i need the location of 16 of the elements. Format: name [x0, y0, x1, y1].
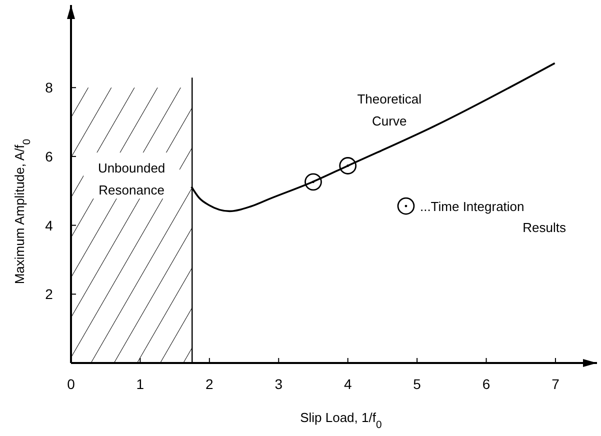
x-tick-label: 0 [67, 376, 76, 392]
y-tick-label: 2 [45, 286, 54, 302]
y-tick-label: 8 [45, 80, 54, 96]
x-tick-label: 3 [274, 376, 283, 392]
x-axis-title: Slip Load, 1/f$_{0}$ [300, 410, 382, 430]
legend-label: ...Time Integration Results [420, 199, 566, 236]
x-tick-label: 6 [482, 376, 490, 392]
x-tick-label: 2 [206, 376, 214, 392]
x-tick-label: 4 [344, 376, 352, 392]
series-label: Theoretical Curve [357, 92, 422, 129]
x-tick-label: 7 [552, 376, 560, 392]
x-tick-label: 5 [413, 376, 422, 392]
band-label: Unbounded Resonance [98, 160, 166, 198]
y-tick-label: 4 [45, 217, 54, 234]
y-tick-label: 6 [45, 148, 54, 164]
x-tick-label: 1 [136, 376, 144, 392]
